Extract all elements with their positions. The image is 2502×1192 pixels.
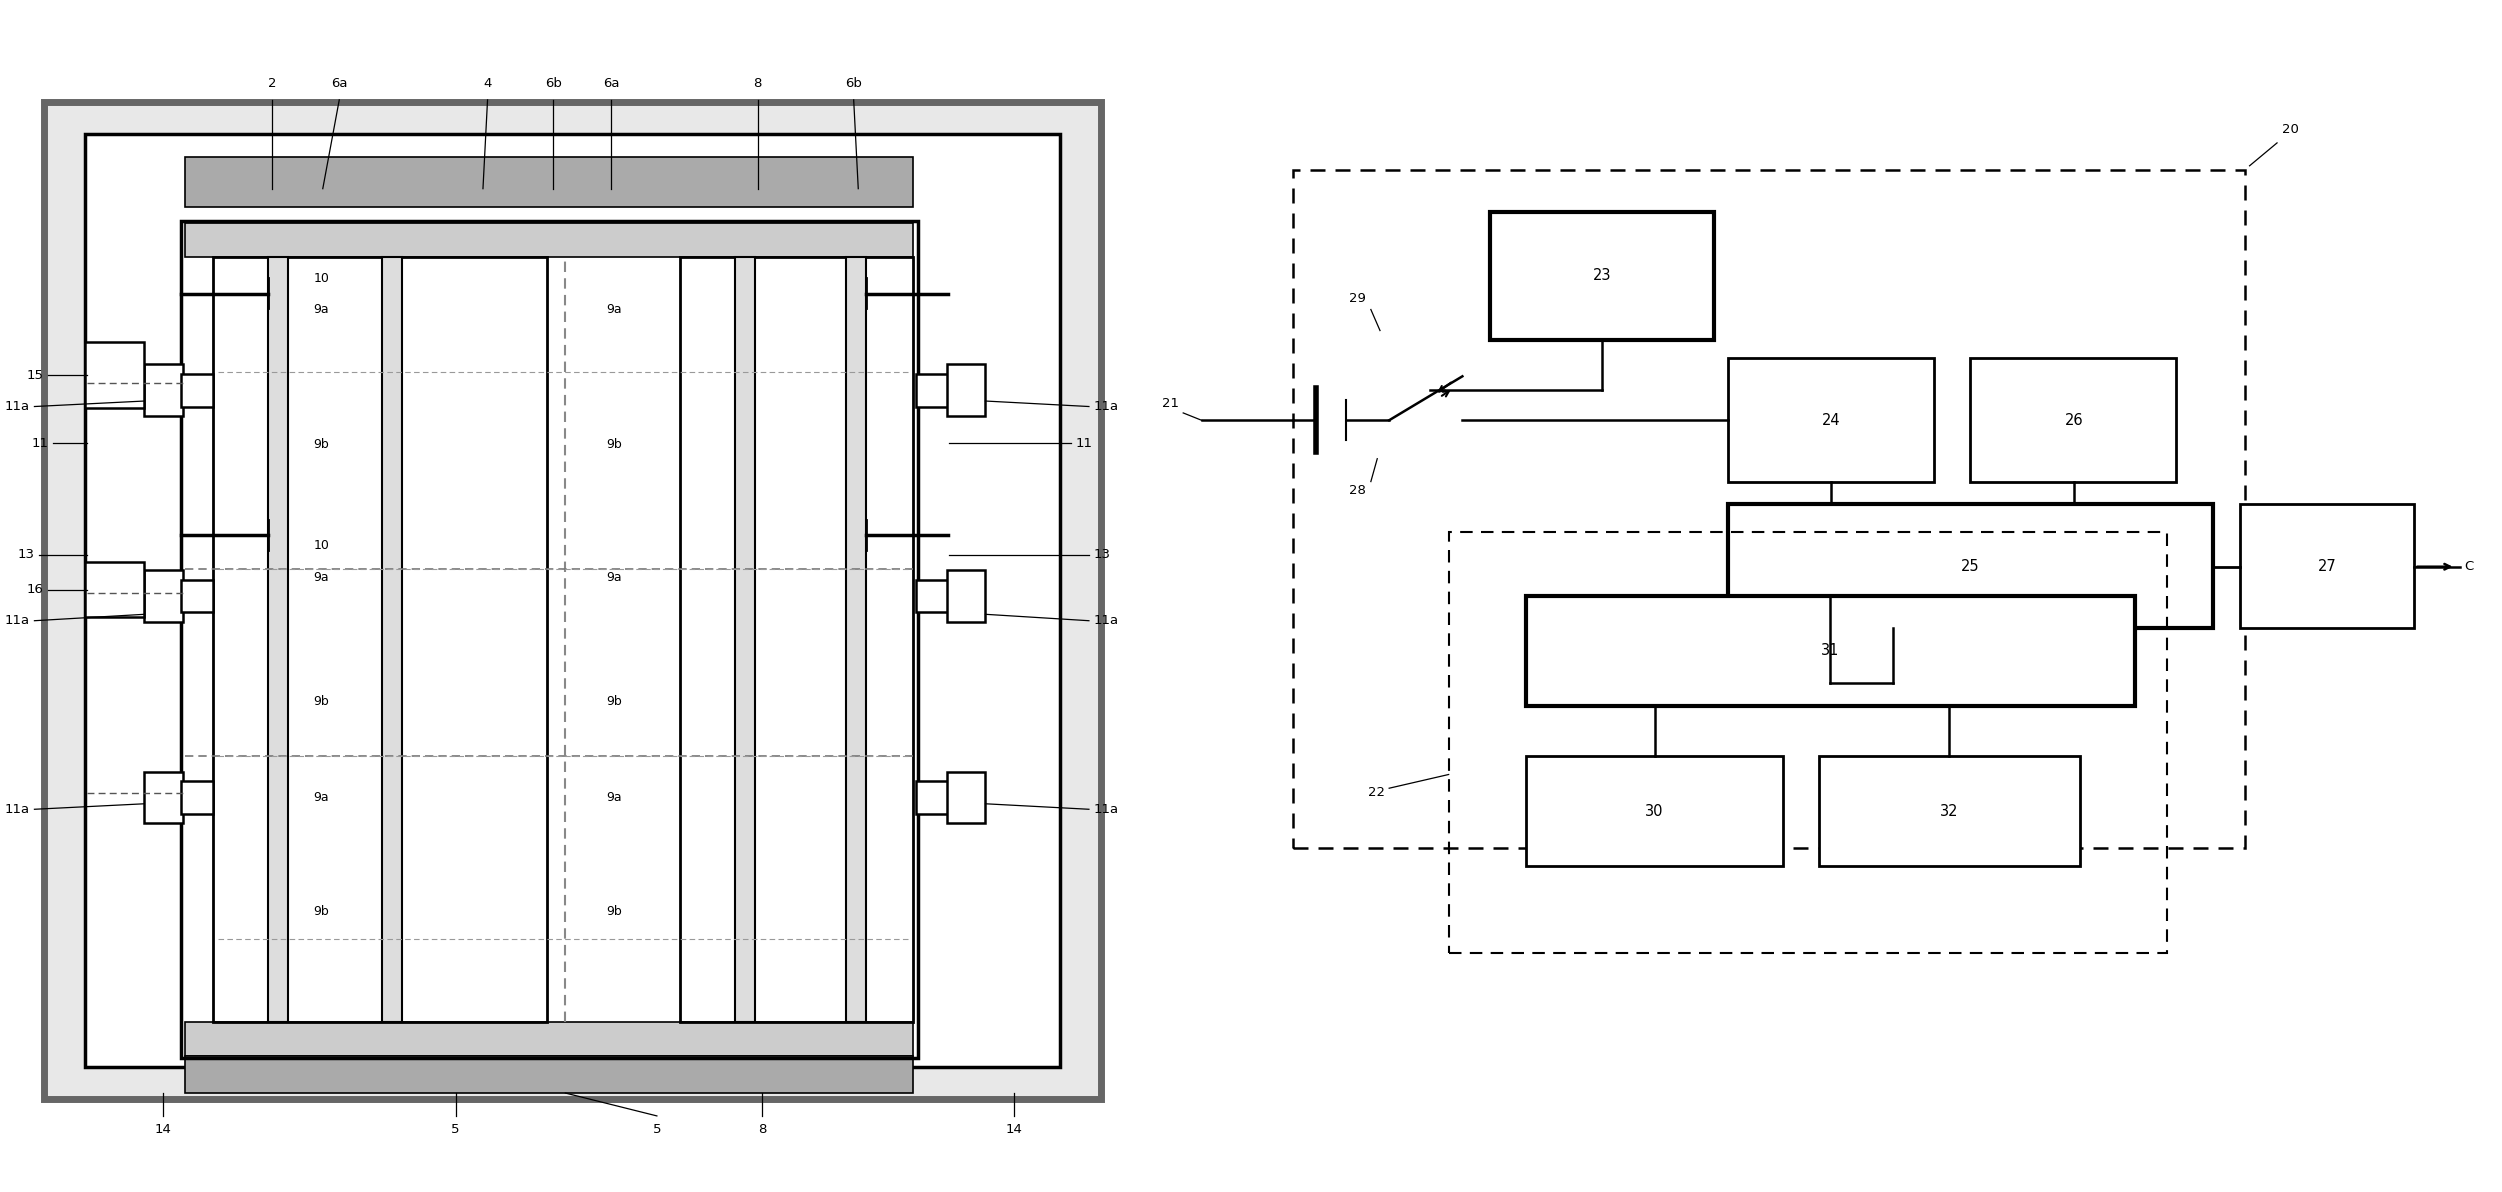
Bar (948, 570, 986, 622)
Text: 13: 13 (1093, 548, 1111, 561)
Text: 5: 5 (653, 1123, 661, 1136)
Bar (180, 221, 918, 1058)
Text: 9a: 9a (605, 790, 623, 803)
Bar (1729, 504, 2212, 628)
Text: 23: 23 (1594, 268, 1611, 284)
Bar (180, 579, 213, 613)
Bar (916, 579, 948, 613)
Text: 2: 2 (268, 77, 278, 89)
Bar (916, 781, 948, 814)
Bar (1729, 358, 1934, 482)
Text: 27: 27 (2317, 559, 2337, 575)
Text: 9b: 9b (605, 695, 623, 708)
Bar (180, 373, 213, 406)
Text: 10: 10 (313, 539, 330, 552)
Bar (681, 257, 913, 1022)
Bar (736, 257, 756, 1022)
Text: 4: 4 (483, 77, 493, 89)
Bar (85, 342, 145, 409)
Text: 20: 20 (2282, 123, 2299, 136)
Text: 11a: 11a (1093, 401, 1118, 412)
Bar (185, 1056, 913, 1093)
Bar (948, 771, 986, 822)
Bar (185, 1022, 913, 1056)
Text: 9b: 9b (313, 439, 330, 452)
Text: 29: 29 (1349, 292, 1366, 305)
Bar (846, 257, 866, 1022)
Text: 9a: 9a (313, 571, 330, 584)
Bar (145, 570, 183, 622)
Text: 6a: 6a (330, 77, 348, 89)
Bar (180, 781, 213, 814)
Text: 9b: 9b (605, 439, 623, 452)
Bar (1294, 170, 2244, 848)
Bar (1489, 211, 1714, 340)
Text: 6b: 6b (846, 77, 863, 89)
Bar (2239, 504, 2414, 628)
Text: 10: 10 (313, 272, 330, 285)
Text: 6b: 6b (545, 77, 563, 89)
Bar (1972, 358, 2177, 482)
Bar (85, 134, 1061, 1067)
Text: 8: 8 (758, 1123, 766, 1136)
Bar (145, 771, 183, 822)
Text: 11a: 11a (5, 614, 30, 627)
Text: 9b: 9b (313, 905, 330, 918)
Text: 11: 11 (1076, 436, 1093, 449)
Text: 28: 28 (1349, 484, 1366, 497)
Text: 8: 8 (753, 77, 761, 89)
Text: 9a: 9a (313, 303, 330, 316)
Text: 14: 14 (155, 1123, 170, 1136)
Text: 15: 15 (28, 368, 43, 381)
Text: 9a: 9a (313, 790, 330, 803)
Text: 11a: 11a (5, 401, 30, 412)
Text: 6a: 6a (603, 77, 620, 89)
Bar (1819, 756, 2079, 867)
Bar (1449, 532, 2167, 952)
Bar (43, 101, 1101, 1099)
Bar (185, 156, 913, 207)
Text: 5: 5 (450, 1123, 460, 1136)
Text: 14: 14 (1006, 1123, 1023, 1136)
Text: 24: 24 (1821, 412, 1841, 428)
Text: 16: 16 (28, 583, 43, 596)
Text: 13: 13 (18, 548, 35, 561)
Text: 9b: 9b (605, 905, 623, 918)
Text: 32: 32 (1939, 803, 1959, 819)
Bar (185, 223, 913, 257)
Text: 9b: 9b (313, 695, 330, 708)
Text: 9a: 9a (605, 303, 623, 316)
Text: 11a: 11a (1093, 802, 1118, 815)
Text: 11: 11 (30, 436, 48, 449)
Bar (1526, 596, 2134, 706)
Text: 11a: 11a (5, 802, 30, 815)
Bar (383, 257, 403, 1022)
Bar (145, 365, 183, 416)
Text: 30: 30 (1646, 803, 1664, 819)
Text: C: C (2464, 560, 2474, 573)
Bar (948, 365, 986, 416)
Text: 31: 31 (1821, 644, 1839, 658)
Text: 21: 21 (1161, 397, 1178, 410)
Bar (916, 373, 948, 406)
Bar (1526, 756, 1784, 867)
Bar (213, 257, 548, 1022)
Text: 11a: 11a (1093, 614, 1118, 627)
Bar (85, 563, 145, 617)
Text: 22: 22 (1369, 787, 1384, 800)
Text: 9a: 9a (605, 571, 623, 584)
Text: 26: 26 (2064, 412, 2084, 428)
Text: 25: 25 (1962, 559, 1979, 575)
Bar (268, 257, 288, 1022)
